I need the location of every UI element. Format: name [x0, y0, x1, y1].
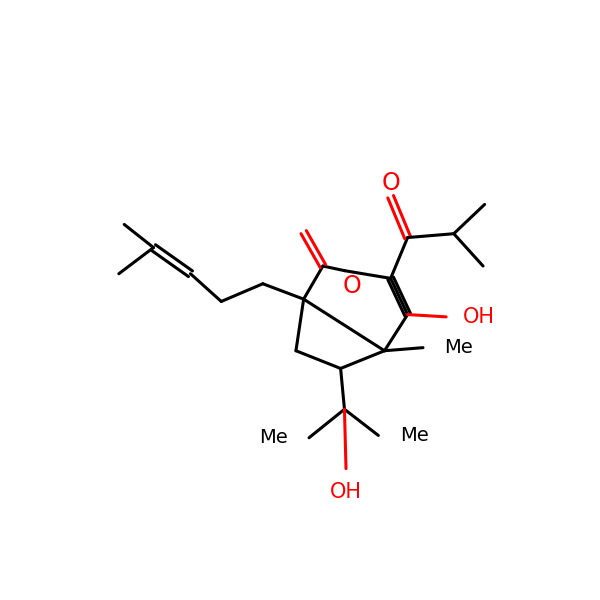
- Text: Me: Me: [445, 338, 473, 357]
- Text: Me: Me: [259, 428, 287, 447]
- Text: OH: OH: [330, 482, 362, 502]
- Text: Me: Me: [400, 426, 428, 445]
- Text: O: O: [381, 171, 400, 195]
- Text: OH: OH: [463, 307, 495, 327]
- Text: O: O: [343, 274, 362, 298]
